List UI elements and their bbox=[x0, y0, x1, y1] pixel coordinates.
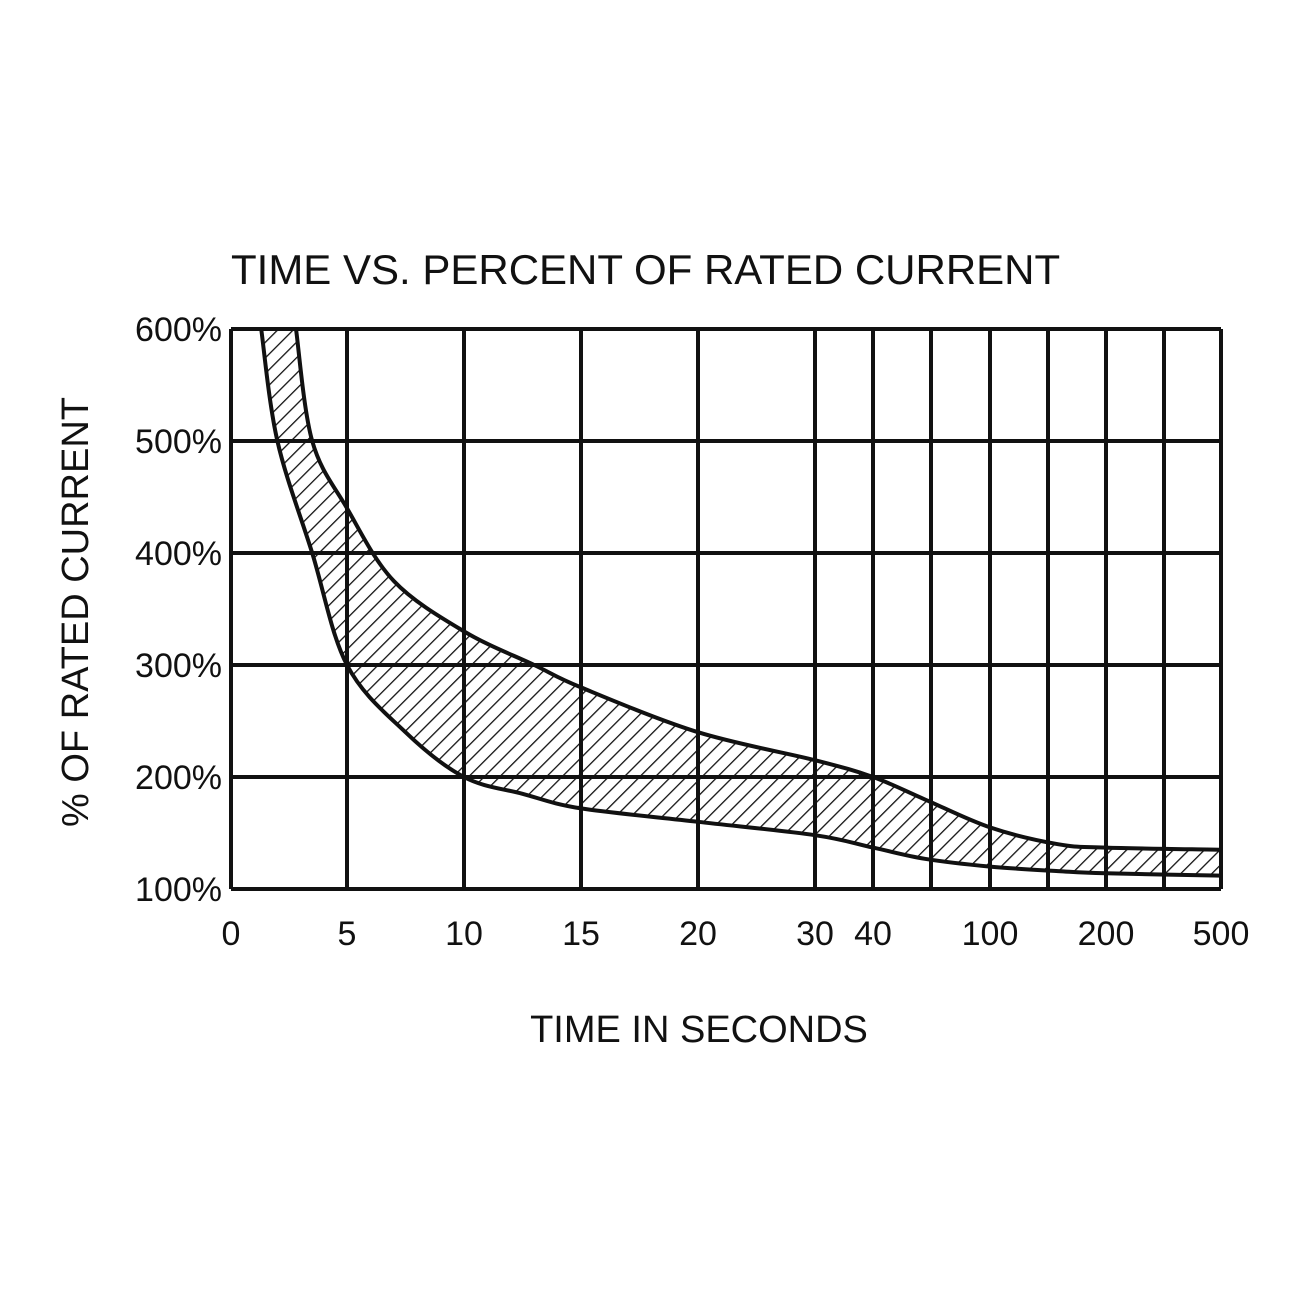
x-tick-label: 30 bbox=[796, 915, 834, 953]
x-tick-label: 40 bbox=[854, 915, 892, 953]
upper-curve bbox=[294, 328, 1222, 852]
x-tick-label: 20 bbox=[679, 915, 717, 953]
x-tick-label: 15 bbox=[562, 915, 600, 953]
grid-layer bbox=[229, 327, 1223, 891]
x-tick-labels: 0 5 10 15 20 30 40 100 200 500 bbox=[222, 915, 1250, 953]
x-tick-label: 100 bbox=[962, 915, 1019, 953]
x-tick-label: 0 bbox=[222, 915, 241, 953]
y-tick-label: 200% bbox=[135, 759, 222, 797]
curve-layer bbox=[259, 328, 1222, 878]
y-tick-labels: 100% 200% 300% 400% 500% 600% bbox=[135, 311, 222, 909]
y-tick-label: 400% bbox=[135, 535, 222, 573]
x-tick-label: 500 bbox=[1193, 915, 1250, 953]
lower-curve bbox=[259, 328, 1222, 878]
y-tick-label: 300% bbox=[135, 647, 222, 685]
x-tick-label: 10 bbox=[445, 915, 483, 953]
y-axis-label: % OF RATED CURRENT bbox=[55, 397, 97, 827]
y-tick-label: 100% bbox=[135, 871, 222, 909]
x-tick-label: 5 bbox=[338, 915, 357, 953]
chart-title: TIME VS. PERCENT OF RATED CURRENT bbox=[231, 246, 1060, 293]
x-axis-label: TIME IN SECONDS bbox=[530, 1009, 868, 1051]
hatched-band bbox=[261, 329, 1221, 876]
hatched-band-layer bbox=[261, 329, 1221, 876]
y-tick-label: 500% bbox=[135, 423, 222, 461]
x-tick-label: 200 bbox=[1078, 915, 1135, 953]
y-tick-label: 600% bbox=[135, 311, 222, 349]
